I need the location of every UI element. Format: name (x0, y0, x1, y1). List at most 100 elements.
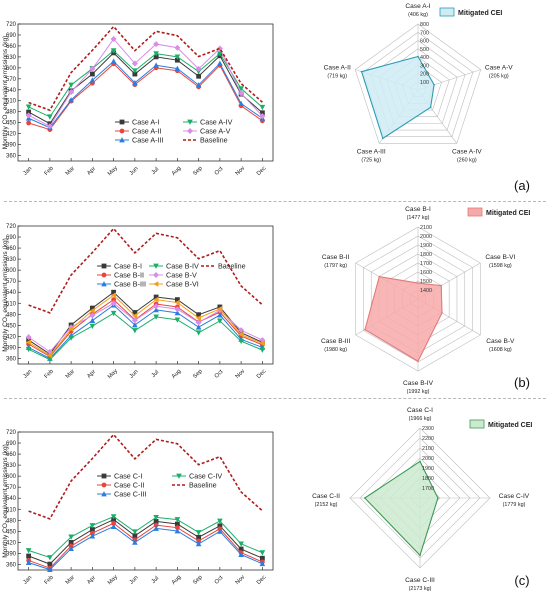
data-point (196, 312, 202, 318)
radar-vertex (417, 360, 419, 363)
legend-swatch (439, 7, 455, 17)
y-tick-label: 720 (6, 22, 17, 28)
legend-marker (101, 281, 107, 287)
series-case-c-i (26, 517, 265, 567)
legend-label: Case C-I (114, 472, 142, 481)
radar-axis-label: Case C-II (312, 493, 340, 500)
radar-tick-label: 2100 (420, 225, 432, 231)
y-tick-label: 570 (6, 485, 17, 491)
radar-axis-label: Case B-I (405, 206, 431, 213)
legend-label: Case C-II (114, 481, 144, 490)
data-point (47, 561, 53, 567)
data-point (195, 530, 202, 536)
data-point (217, 528, 223, 534)
data-point (25, 559, 32, 566)
series-line (28, 60, 263, 129)
radar-chart-b: 1400 1500 1600 1700 1800 1900 2000 2100 Case B-I… (321, 206, 530, 395)
data-point (68, 97, 74, 103)
data-point (174, 517, 181, 523)
line-chart-b: 360 390 420 450 480 510 540 570 600 630 660 690 720 J… (2, 224, 274, 381)
x-tick-label: Sep (192, 369, 204, 381)
series-line (28, 38, 263, 127)
data-point (25, 104, 32, 110)
radar-axis-value: (1980 kg) (324, 347, 347, 353)
series-line (28, 298, 263, 358)
y-tick-label: 480 (6, 518, 17, 524)
series-line (28, 516, 263, 559)
radar-vertex (429, 106, 432, 109)
data-point (195, 65, 202, 72)
data-point (196, 538, 202, 544)
radar-axis-value: (1992 kg) (407, 389, 430, 395)
radar-axis-label: Case B-VI (485, 254, 515, 261)
radar-tick-label: 1600 (420, 270, 432, 276)
data-point (259, 550, 266, 556)
data-point (174, 528, 181, 534)
x-tick-label: May (107, 165, 119, 177)
series-line (28, 294, 263, 357)
x-tick-label: Nov (235, 574, 247, 586)
y-tick-label: 630 (6, 257, 17, 263)
y-tick-label: 660 (6, 44, 17, 50)
data-point (46, 352, 53, 359)
data-point (259, 113, 266, 120)
radar-tick-label: 2100 (422, 446, 434, 452)
data-point (238, 86, 244, 92)
data-point (174, 44, 181, 51)
y-tick-label: 720 (6, 224, 17, 230)
legend-label: Case C-III (114, 490, 146, 499)
legend-label: Baseline (189, 481, 217, 490)
radar-axis-label: Case A-V (485, 65, 513, 72)
x-tick-label: Feb (44, 166, 55, 177)
radar-axis-value: (260 kg) (457, 157, 477, 163)
y-tick-label: 450 (6, 529, 17, 535)
radar-tick-label: 1700 (420, 261, 432, 267)
series-line (28, 227, 263, 314)
legend-label: Case B-V (166, 271, 197, 280)
data-point (259, 555, 265, 561)
y-tick-label: 510 (6, 99, 17, 105)
data-point (259, 340, 265, 347)
legend-label: Case B-I (114, 262, 142, 271)
radar-tick-label: 2000 (422, 456, 434, 462)
legend-label: Mitigated CEI (488, 422, 532, 429)
series-case-c-iv (25, 514, 266, 561)
y-tick-label: 540 (6, 290, 17, 296)
y-tick-label: 390 (6, 345, 17, 351)
panel-label: (c) (514, 573, 529, 588)
radar-tick-label: 1800 (422, 476, 434, 482)
radar-tick-label: 700 (420, 30, 429, 36)
series-line (28, 304, 263, 360)
data-point (110, 514, 117, 520)
radar-legend: Mitigated CEI (467, 207, 530, 217)
data-point (132, 71, 138, 77)
x-tick-label: May (107, 574, 119, 586)
series-line (28, 25, 263, 112)
radar-axis-label: Case B-V (486, 338, 515, 345)
data-point (153, 294, 159, 300)
legend-label: Case B-III (114, 280, 146, 289)
legend-marker (101, 473, 107, 479)
x-tick-label: Mar (65, 575, 76, 586)
data-point (217, 318, 223, 324)
line-chart-a: 360 390 420 450 480 510 540 570 600 630 660 690 720 J… (2, 22, 274, 177)
radar-vertex (419, 460, 421, 463)
x-tick-label: Apr (86, 575, 97, 586)
legend-label: Case A-I (132, 118, 160, 127)
data-point (238, 327, 245, 334)
radar-tick-label: 1900 (420, 243, 432, 249)
data-point (153, 51, 159, 57)
y-tick-label: 660 (6, 452, 17, 458)
panel-separator (4, 398, 546, 399)
x-tick-label: Jan (22, 166, 33, 177)
data-point (89, 317, 96, 323)
data-point (259, 560, 266, 567)
y-tick-label: 480 (6, 110, 17, 116)
data-point (89, 523, 96, 529)
x-tick-label: Jul (151, 576, 160, 585)
y-tick-label: 420 (6, 132, 17, 138)
radar-tick-label: 2200 (422, 436, 434, 442)
